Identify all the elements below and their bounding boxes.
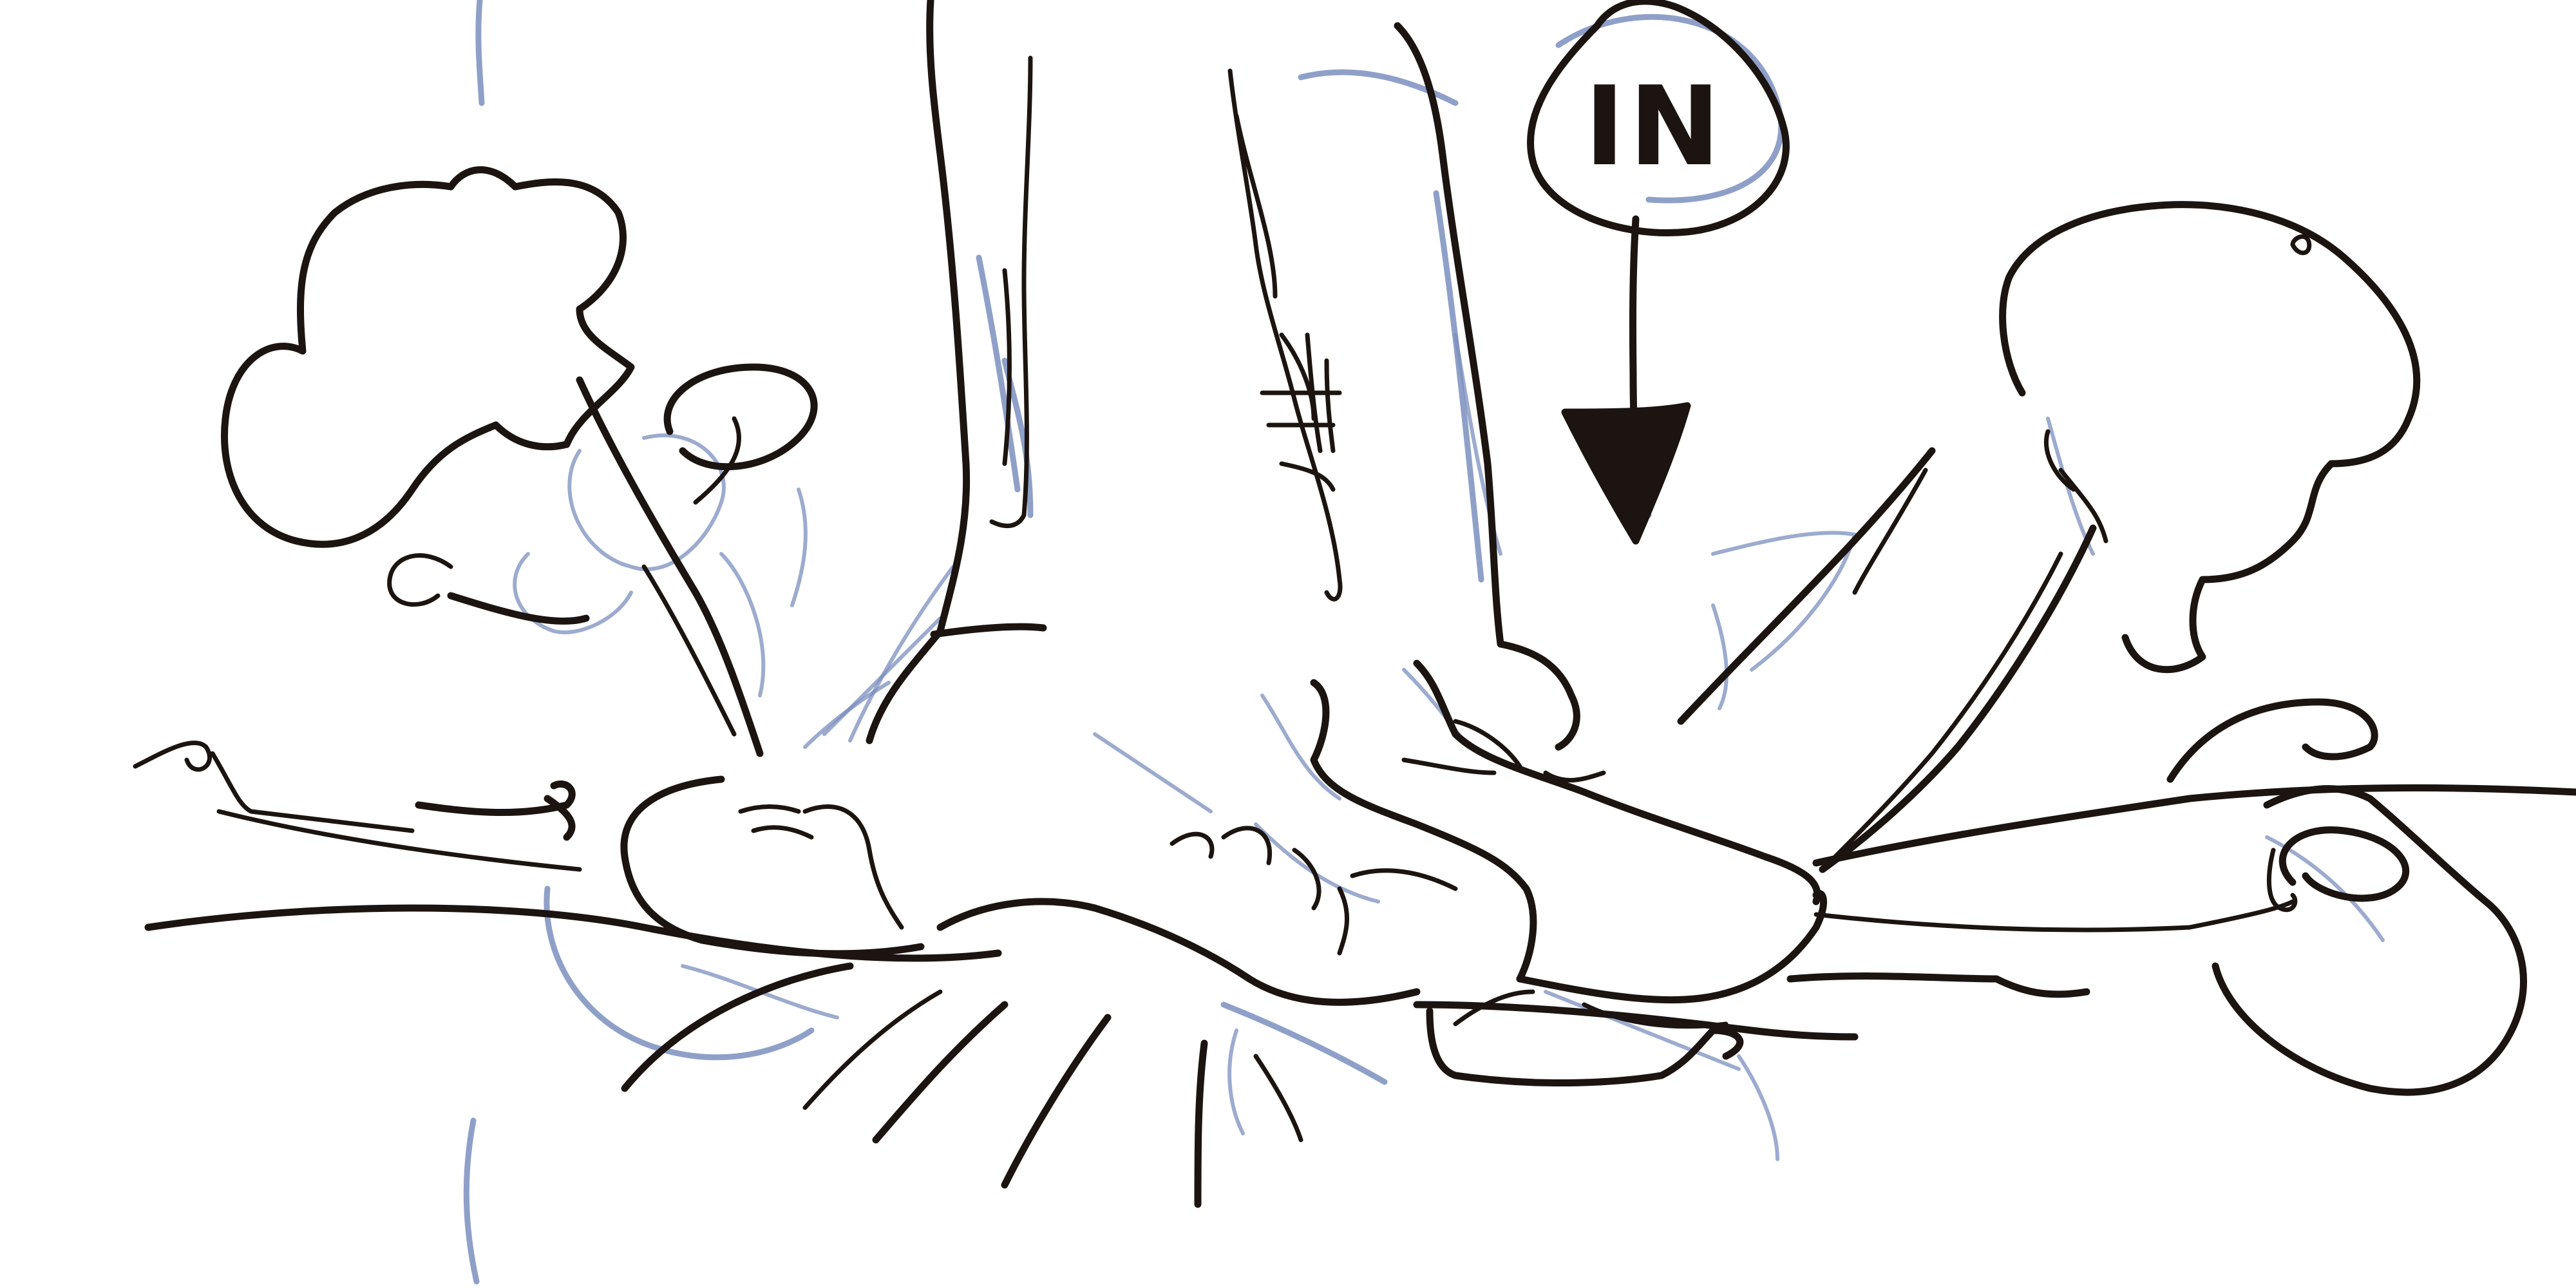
right-lower-ring [2278,826,2410,902]
blue-stroke [1711,531,1857,672]
blue-stroke [1220,1001,1388,1085]
annotation-label: IN [1584,63,1725,191]
right-branch-2 [1826,551,2063,866]
left-root-curl [544,795,576,841]
left-trunk [926,0,971,635]
right-ground-line-2 [1814,899,2295,933]
left-trunk-base [866,627,944,744]
ground-ray [1001,1014,1112,1189]
right-trunk-base [1497,640,1580,751]
left-root-edge [802,804,904,930]
center-root-3 [1350,868,1458,891]
right-root-5 [1426,1007,1744,1087]
left-root [620,775,925,958]
right-trunk-marks [1260,332,1342,492]
ground-line-2 [216,809,582,872]
left-hook [133,740,212,772]
right-root-2 [1413,659,1821,905]
right-root-3 [1401,719,1606,783]
blue-stroke [544,886,815,1061]
blue-stroke [790,488,808,607]
diagonal-stroke [1677,447,1936,725]
right-cloud-inner [2043,429,2108,544]
left-ring-inner [693,416,741,505]
blue-stroke [1433,190,1484,583]
blue-stroke [475,0,485,106]
right-root-4 [1516,890,1828,1004]
right-trunk [1394,22,1504,648]
left-branch [576,376,764,757]
left-trunk-detail-2 [1002,268,1012,466]
blue-stroke [1254,822,1380,904]
blue-stroke [848,565,955,743]
blue-stroke [1093,732,1213,813]
ground-line-far [1786,972,2090,998]
center-root [936,898,1421,1006]
blue-stroke [976,254,1021,493]
ground-ray [1253,1054,1303,1142]
left-root-lines [738,804,814,840]
blue-stroke [1260,694,1341,800]
left-ring [663,363,818,471]
ground-line [144,904,1002,962]
arrow-head [1561,402,1691,545]
right-root [1310,679,1537,983]
ground-ray [1194,1039,1208,1208]
blue-stroke [1711,603,1728,710]
right-cloud [1999,201,2421,674]
left-trunk-foot [930,623,1047,638]
right-lower-cloud [2166,698,2378,783]
blue-stroke [719,552,766,697]
left-branch-2 [641,564,737,737]
right-ground-line [1812,784,2576,867]
ground-ray [802,989,943,1110]
center-root-2 [1170,826,1349,956]
blue-underdrawing [463,0,2385,1285]
left-wing [447,592,590,625]
blue-stroke [1737,1054,1779,1161]
blue-stroke [1227,1028,1245,1135]
ground-ray [872,1001,1009,1144]
blue-stroke [803,681,891,749]
left-swirl [387,553,453,607]
blue-stroke [1544,990,1741,1071]
blue-stroke [1298,69,1459,106]
ground-line-right [1413,1001,1859,1041]
right-trunk-detail-2 [1234,113,1316,421]
right-trunk-detail [1227,68,1343,601]
left-hook-tail [210,751,415,833]
right-cloud-curl [2290,234,2312,255]
diagonal-stroke-2 [1852,468,1928,595]
blue-stroke [567,433,726,571]
blue-stroke [463,1117,480,1285]
left-trunk-detail [989,55,1033,529]
blue-stroke [513,552,633,634]
annotation-circle [1527,0,1790,236]
ground-ray [621,962,854,1092]
right-branch [1819,524,2097,873]
ink-drawing: IN [133,0,2576,1208]
right-lower-cloud-2 [2211,785,2528,1096]
left-cloud [221,166,635,548]
root-curl [415,780,576,817]
